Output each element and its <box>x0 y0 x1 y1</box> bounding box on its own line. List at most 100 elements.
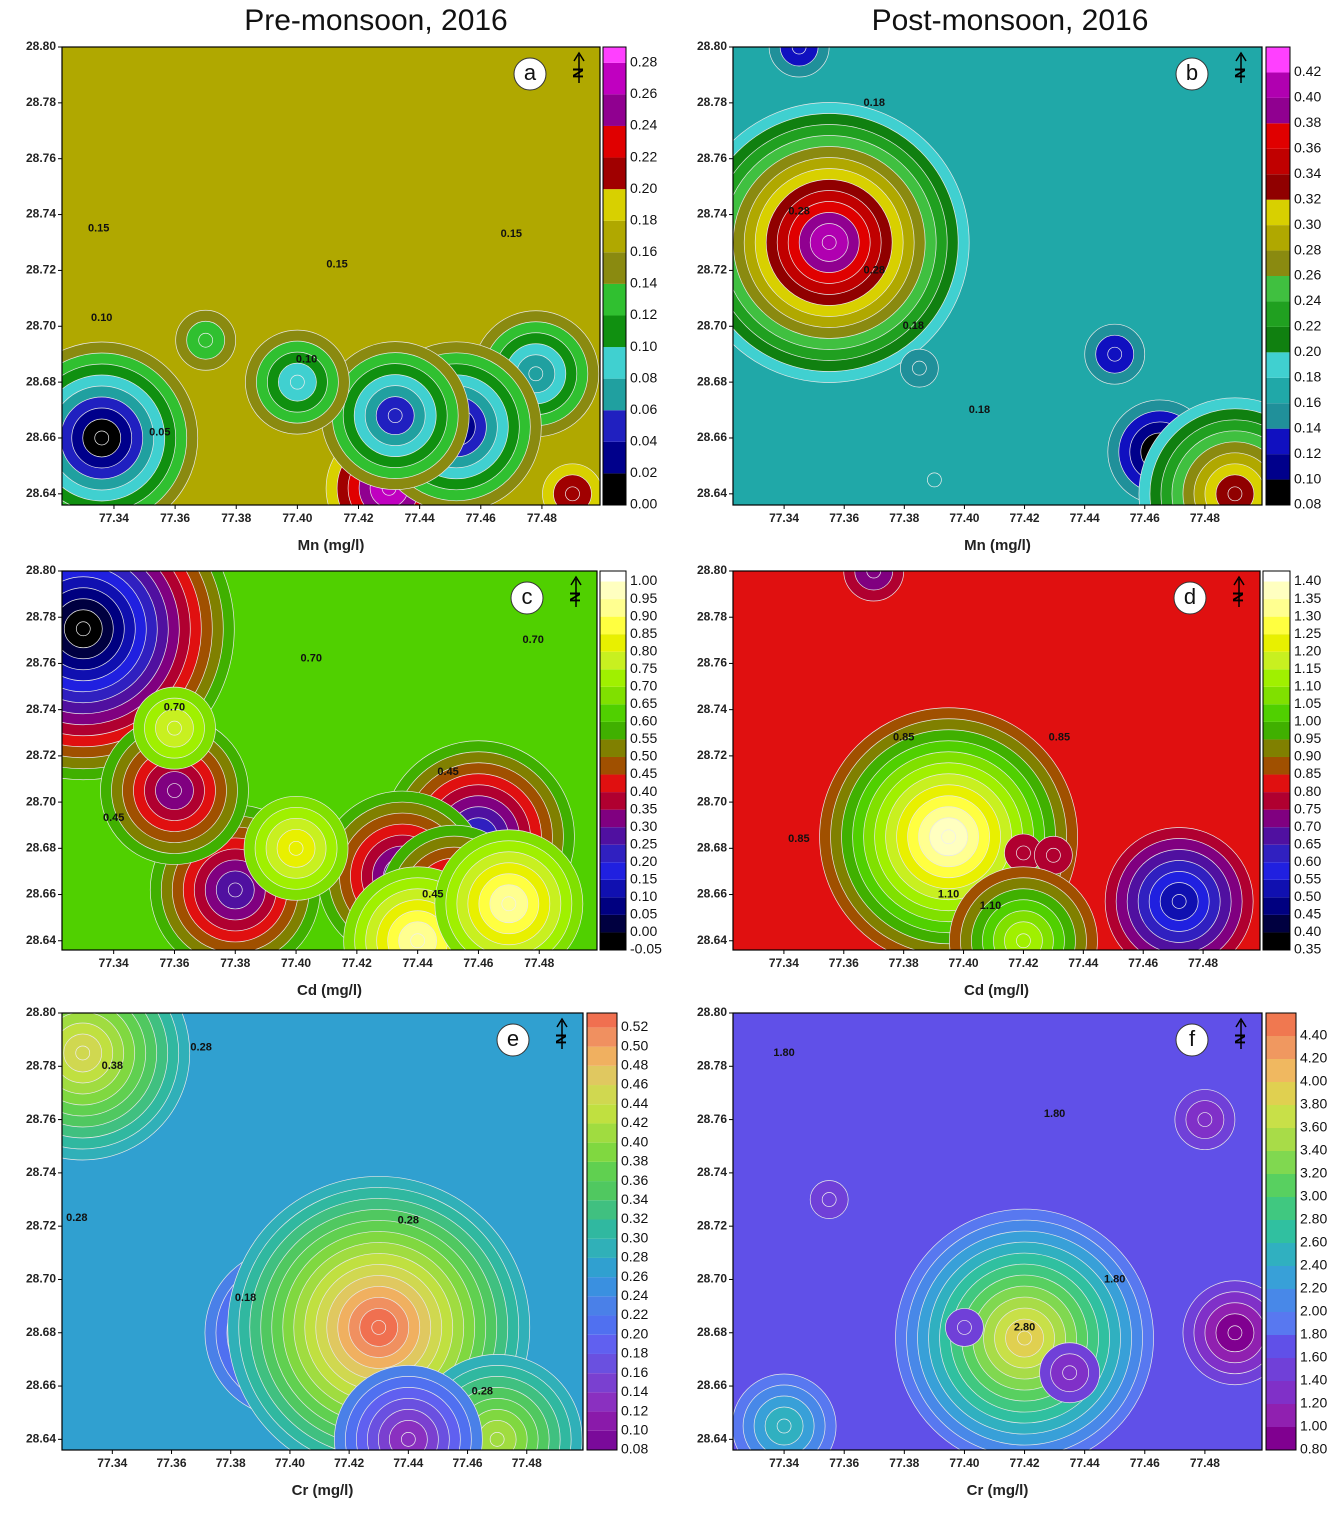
colorbar-band <box>1266 454 1290 480</box>
y-tick-label: 28.68 <box>26 840 56 854</box>
colorbar-band <box>1266 1427 1296 1450</box>
colorbar-label: 0.18 <box>1294 368 1321 384</box>
y-tick-label: 28.76 <box>697 1112 727 1126</box>
colorbar-label: 0.50 <box>630 748 657 764</box>
x-tick-label: 77.38 <box>889 956 919 970</box>
colorbar-band <box>1263 844 1290 863</box>
colorbar-band <box>587 1315 617 1335</box>
colorbar-band <box>600 756 626 775</box>
colorbar-label: 0.52 <box>621 1018 648 1034</box>
colorbar-label: 0.14 <box>1294 419 1321 435</box>
colorbar-label: 0.45 <box>630 765 657 781</box>
colorbar-label: 0.32 <box>1294 190 1321 206</box>
north-label: N <box>1230 592 1247 603</box>
colorbar-label: 1.20 <box>1300 1395 1327 1411</box>
colorbar-label: 0.32 <box>621 1210 648 1226</box>
colorbar-label: 0.60 <box>630 713 657 729</box>
colorbar-band <box>1266 352 1290 378</box>
y-tick-label: 28.70 <box>697 1272 727 1286</box>
colorbar-band <box>1263 651 1290 670</box>
colorbar-label: 0.65 <box>1294 835 1321 851</box>
contour-label: 0.70 <box>164 701 185 713</box>
x-tick-label: 77.40 <box>282 511 312 525</box>
colorbar-band <box>1263 897 1290 915</box>
colorbar-label: 4.40 <box>1300 1027 1327 1043</box>
colorbar-band <box>600 739 626 757</box>
colorbar-label: 0.45 <box>1294 906 1321 922</box>
colorbar-label: 0.30 <box>630 818 657 834</box>
x-tick-label: 77.46 <box>466 511 496 525</box>
colorbar-frame <box>586 1012 618 1451</box>
plot-area: 0.28 0.28 0.28 0.28 0.38 0.18 <box>62 1013 583 1450</box>
colorbar-label: 1.25 <box>1294 625 1321 641</box>
colorbar-label: 0.40 <box>1294 89 1321 105</box>
colorbar-label: 0.30 <box>1294 216 1321 232</box>
colorbar-label: 1.05 <box>1294 695 1321 711</box>
spot <box>528 366 544 382</box>
panel-badge <box>1175 1023 1209 1057</box>
spot <box>94 430 110 446</box>
y-tick-label: 28.74 <box>697 207 727 221</box>
colorbar-label: 0.10 <box>621 1421 648 1437</box>
contour-label: 0.45 <box>422 888 443 900</box>
x-tick-label: 77.36 <box>160 511 190 525</box>
colorbar-band <box>1266 72 1290 98</box>
colorbar-band <box>1266 479 1290 505</box>
colorbar-band <box>587 1104 617 1124</box>
y-tick-label: 28.74 <box>697 1165 727 1179</box>
x-tick-label: 77.46 <box>1128 956 1158 970</box>
contour-label: 0.18 <box>969 404 990 416</box>
colorbar-band <box>600 721 626 740</box>
contour-label: 0.18 <box>864 97 885 109</box>
spot <box>198 332 214 348</box>
colorbar-label: 0.26 <box>621 1268 648 1284</box>
panel-badge <box>1175 57 1209 91</box>
x-tick-label: 77.38 <box>889 511 919 525</box>
colorbar-band <box>600 686 626 705</box>
colorbar-band <box>1263 792 1290 810</box>
x-tick-label: 77.34 <box>769 956 799 970</box>
spot <box>957 1320 972 1335</box>
y-tick-label: 28.76 <box>697 151 727 165</box>
x-axis-label: Mn (mg/l) <box>964 537 1031 554</box>
colorbar-band <box>1263 862 1290 880</box>
contour-label: 0.05 <box>149 426 170 438</box>
y-tick-label: 28.70 <box>697 794 727 808</box>
colorbar-band <box>1266 403 1290 429</box>
colorbar-band <box>1266 1381 1296 1404</box>
colorbar-label: 1.40 <box>1300 1372 1327 1388</box>
plot-area: 0.18 0.18 0.18 0.28 0.28 <box>733 47 1262 505</box>
colorbar-band <box>1266 1128 1296 1151</box>
panel-letter: f <box>1189 1026 1196 1051</box>
x-tick-label: 77.42 <box>1008 956 1038 970</box>
contour-label: 0.15 <box>326 259 347 271</box>
y-tick-label: 28.66 <box>697 430 727 444</box>
colorbar-band <box>600 651 626 670</box>
colorbar-label: 3.80 <box>1300 1096 1327 1112</box>
colorbar-band <box>1266 1335 1296 1358</box>
north-label: N <box>553 1034 570 1045</box>
colorbar-band <box>603 125 626 158</box>
x-tick-label: 77.44 <box>1068 956 1098 970</box>
colorbar-band <box>603 315 626 348</box>
colorbar-band <box>1266 1404 1296 1427</box>
spot <box>1016 845 1031 861</box>
spot <box>776 1418 792 1434</box>
y-tick-label: 28.78 <box>697 1058 727 1072</box>
colorbar-label: 0.24 <box>630 117 657 133</box>
colorbar-band <box>600 571 626 582</box>
colorbar-band <box>1263 704 1290 722</box>
colorbar-label: 0.12 <box>630 306 657 322</box>
contour-label: 1.80 <box>773 1047 794 1059</box>
plot-frame <box>732 1012 1263 1451</box>
colorbar-band <box>1266 276 1290 302</box>
y-tick-label: 28.68 <box>26 1325 56 1339</box>
colorbar-label: 1.40 <box>1294 572 1321 588</box>
colorbar-label: 0.38 <box>621 1153 648 1169</box>
colorbar-label: 0.50 <box>621 1037 648 1053</box>
colorbar-label: 0.85 <box>630 625 657 641</box>
y-tick-label: 28.70 <box>26 794 56 808</box>
colorbar-label: 0.28 <box>1294 241 1321 257</box>
colorbar-band <box>600 704 626 722</box>
colorbar-label: 0.28 <box>630 53 657 69</box>
